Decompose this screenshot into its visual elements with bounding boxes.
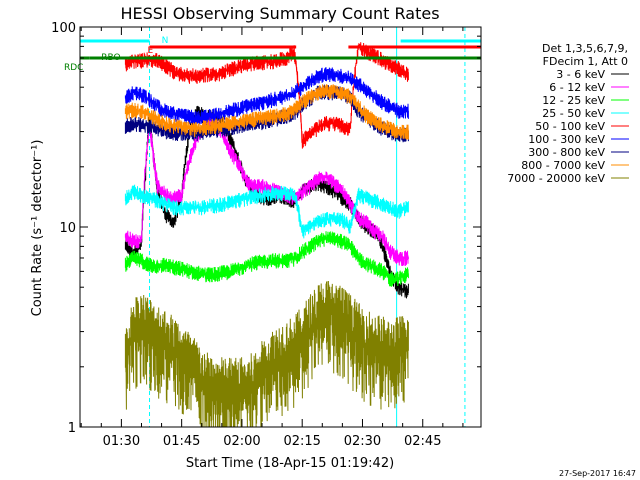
flag-label-e: E — [148, 46, 154, 56]
legend-title-line: Det 1,3,5,6,7,9, — [542, 42, 628, 55]
y-tick-label: 1 — [68, 421, 76, 436]
y-tick-label: 100 — [51, 21, 76, 36]
legend-entry-label: 7000 - 20000 keV — [507, 172, 605, 185]
plot-area: N RBO RDC E — [64, 27, 481, 428]
legend-entry-label: 300 - 800 keV — [528, 146, 605, 159]
legend-entry-label: 100 - 300 keV — [528, 133, 605, 146]
legend-entry-label: 50 - 100 keV — [535, 120, 605, 133]
series-line-5 — [124, 67, 409, 126]
flag-label-n: N — [162, 36, 169, 46]
legend-entry-label: 800 - 7000 keV — [521, 159, 605, 172]
legend: Det 1,3,5,6,7,9,FDecim 1, Att 03 - 6 keV… — [507, 42, 629, 185]
axes: Start Time (18-Apr-15 01:19:42) Count Ra… — [30, 21, 482, 471]
legend-entry-label: 6 - 12 keV — [549, 81, 605, 94]
legend-title-line: FDecim 1, Att 0 — [543, 55, 628, 68]
series-line-2 — [124, 231, 409, 287]
series-line-7 — [124, 84, 409, 140]
legend-entry-label: 12 - 25 keV — [542, 94, 605, 107]
legend-entry-label: 3 - 6 keV — [556, 68, 605, 81]
footer-date: 27-Sep-2017 16:47 — [559, 469, 636, 478]
series-line-8 — [124, 280, 409, 428]
x-tick-label: 01:45 — [163, 434, 200, 449]
series-line-3 — [124, 184, 409, 239]
x-tick-label: 01:30 — [103, 434, 140, 449]
x-tick-label: 02:15 — [283, 434, 320, 449]
x-tick-label: 02:00 — [223, 434, 260, 449]
flag-label-rdc: RDC — [64, 63, 83, 73]
flag-label-rbo: RBO — [101, 53, 120, 63]
x-tick-label: 02:45 — [404, 434, 441, 449]
legend-entry-label: 25 - 50 keV — [542, 107, 605, 120]
y-tick-label: 10 — [59, 221, 76, 236]
y-axis-label: Count Rate (s⁻¹ detector⁻¹) — [30, 140, 45, 317]
chart-title: HESSI Observing Summary Count Rates — [120, 4, 439, 23]
x-tick-label: 02:30 — [344, 434, 381, 449]
x-axis-label: Start Time (18-Apr-15 01:19:42) — [186, 456, 394, 471]
